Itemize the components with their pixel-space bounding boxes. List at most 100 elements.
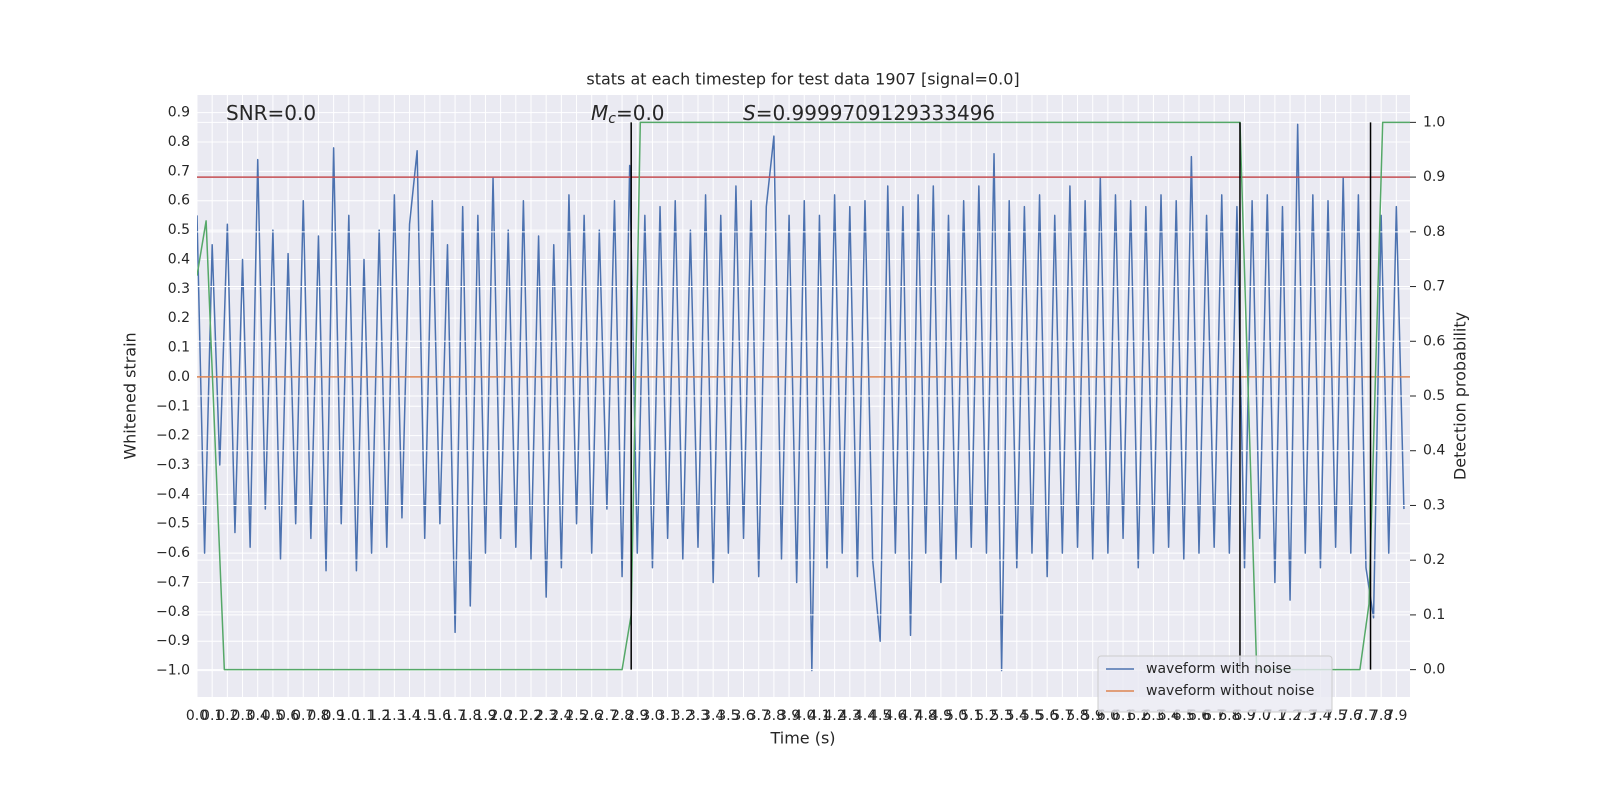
x-tick-label: 0.9 <box>323 708 345 724</box>
x-tick-label: 0.4 <box>247 708 269 724</box>
y-tick-label: 0.0 <box>168 369 190 385</box>
annotation-text: =0.0 <box>616 101 665 125</box>
x-tick-label: 5.1 <box>960 708 982 724</box>
y-tick-label: 0.4 <box>168 251 190 267</box>
x-tick-label: 3.6 <box>732 708 754 724</box>
y-tick-label: −0.5 <box>156 516 190 532</box>
legend-label: waveform without noise <box>1146 683 1314 699</box>
annotation-symbol: S <box>743 101 756 125</box>
y-tick-label: 0.3 <box>168 281 190 297</box>
y-tick-label: −0.7 <box>156 574 190 590</box>
y2-tick-label: 0.4 <box>1423 443 1445 459</box>
x-tick-label: 3.7 <box>748 708 770 724</box>
x-tick-label: 4.5 <box>869 708 891 724</box>
x-tick-label: 2.9 <box>626 708 648 724</box>
x-tick-label: 5.3 <box>990 708 1012 724</box>
x-tick-label: 4.4 <box>854 708 876 724</box>
x-tick-label: 1.0 <box>338 708 360 724</box>
x-tick-label: 5.7 <box>1051 708 1073 724</box>
annotation-symbol: M <box>591 101 608 125</box>
x-tick-label: 4.6 <box>884 708 906 724</box>
y2-tick-label: 0.7 <box>1423 279 1445 295</box>
y2-tick-label: 1.0 <box>1423 114 1445 130</box>
legend-label: waveform with noise <box>1146 661 1291 677</box>
x-tick-label: 3.4 <box>702 708 724 724</box>
x-tick-label: 2.6 <box>581 708 603 724</box>
annotation: SNR=0.0 <box>226 101 316 125</box>
x-tick-label: 1.4 <box>398 708 420 724</box>
chart-title: stats at each timestep for test data 190… <box>586 70 1019 89</box>
y-axis-label: Whitened strain <box>121 332 140 459</box>
annotation: Mc=0.0 <box>591 101 665 128</box>
x-tick-label: 0.5 <box>262 708 284 724</box>
x-tick-label: 1.3 <box>383 708 405 724</box>
y2-axis-label: Detection probability <box>1451 312 1470 480</box>
y2-tick-label: 0.3 <box>1423 497 1445 513</box>
x-tick-label: 0.7 <box>292 708 314 724</box>
annotation-text: =0.9999709129333496 <box>756 101 995 125</box>
plot-area <box>197 95 1410 697</box>
x-tick-label: 5.0 <box>945 708 967 724</box>
x-tick-label: 0.0 <box>186 708 208 724</box>
x-tick-label: 5.9 <box>1082 708 1104 724</box>
annotation-subscript: c <box>608 111 616 127</box>
x-tick-label: 0.2 <box>216 708 238 724</box>
y-tick-label: 0.1 <box>168 340 190 356</box>
x-axis-label: Time (s) <box>769 729 835 748</box>
x-tick-label: 3.2 <box>672 708 694 724</box>
y-tick-label: −0.2 <box>156 428 190 444</box>
x-tick-label: 0.3 <box>231 708 253 724</box>
x-tick-label: 7.6 <box>1340 708 1362 724</box>
y-tick-label: 0.5 <box>168 222 190 238</box>
y2-tick-label: 0.0 <box>1423 662 1445 678</box>
y-tick-label: 0.8 <box>168 134 190 150</box>
x-tick-label: 1.9 <box>474 708 496 724</box>
x-tick-label: 1.5 <box>414 708 436 724</box>
x-tick-label: 3.8 <box>763 708 785 724</box>
x-tick-label: 5.8 <box>1066 708 1088 724</box>
x-tick-label: 0.6 <box>277 708 299 724</box>
x-tick-label: 1.6 <box>429 708 451 724</box>
x-tick-label: 0.1 <box>201 708 223 724</box>
x-tick-label: 1.1 <box>353 708 375 724</box>
y-tick-label: −0.1 <box>156 398 190 414</box>
y2-tick-label: 0.2 <box>1423 552 1445 568</box>
x-tick-label: 4.2 <box>823 708 845 724</box>
y2-tick-label: 0.1 <box>1423 607 1445 623</box>
x-tick-label: 4.1 <box>808 708 830 724</box>
y-tick-label: 0.9 <box>168 105 190 121</box>
y-tick-label: −0.8 <box>156 604 190 620</box>
x-tick-label: 7.8 <box>1370 708 1392 724</box>
series-line <box>197 123 1405 672</box>
y-tick-label: −0.6 <box>156 545 190 561</box>
x-tick-label: 4.8 <box>915 708 937 724</box>
x-tick-label: 5.4 <box>1006 708 1028 724</box>
y2-tick-label: 0.9 <box>1423 169 1445 185</box>
x-tick-label: 3.3 <box>687 708 709 724</box>
x-tick-label: 3.5 <box>717 708 739 724</box>
x-tick-label: 2.7 <box>596 708 618 724</box>
legend-box <box>1097 655 1333 713</box>
y-tick-label: 0.2 <box>168 310 190 326</box>
x-tick-label: 5.6 <box>1036 708 1058 724</box>
y2-tick-label: 0.6 <box>1423 333 1445 349</box>
x-tick-label: 2.0 <box>489 708 511 724</box>
x-tick-label: 2.3 <box>535 708 557 724</box>
y-tick-label: −0.4 <box>156 486 190 502</box>
x-tick-label: 2.1 <box>505 708 527 724</box>
x-tick-label: 7.9 <box>1385 708 1407 724</box>
y2-tick-label: 0.8 <box>1423 224 1445 240</box>
x-tick-label: 4.3 <box>839 708 861 724</box>
x-tick-label: 1.8 <box>459 708 481 724</box>
y-tick-label: 0.6 <box>168 193 190 209</box>
x-tick-label: 2.4 <box>550 708 572 724</box>
series-line <box>197 121 1410 671</box>
x-tick-label: 3.1 <box>656 708 678 724</box>
x-tick-label: 7.7 <box>1355 708 1377 724</box>
x-tick-label: 1.7 <box>444 708 466 724</box>
y-tick-label: −1.0 <box>156 663 190 679</box>
y-tick-label: −0.3 <box>156 457 190 473</box>
x-tick-label: 5.2 <box>975 708 997 724</box>
y2-tick-label: 0.5 <box>1423 388 1445 404</box>
